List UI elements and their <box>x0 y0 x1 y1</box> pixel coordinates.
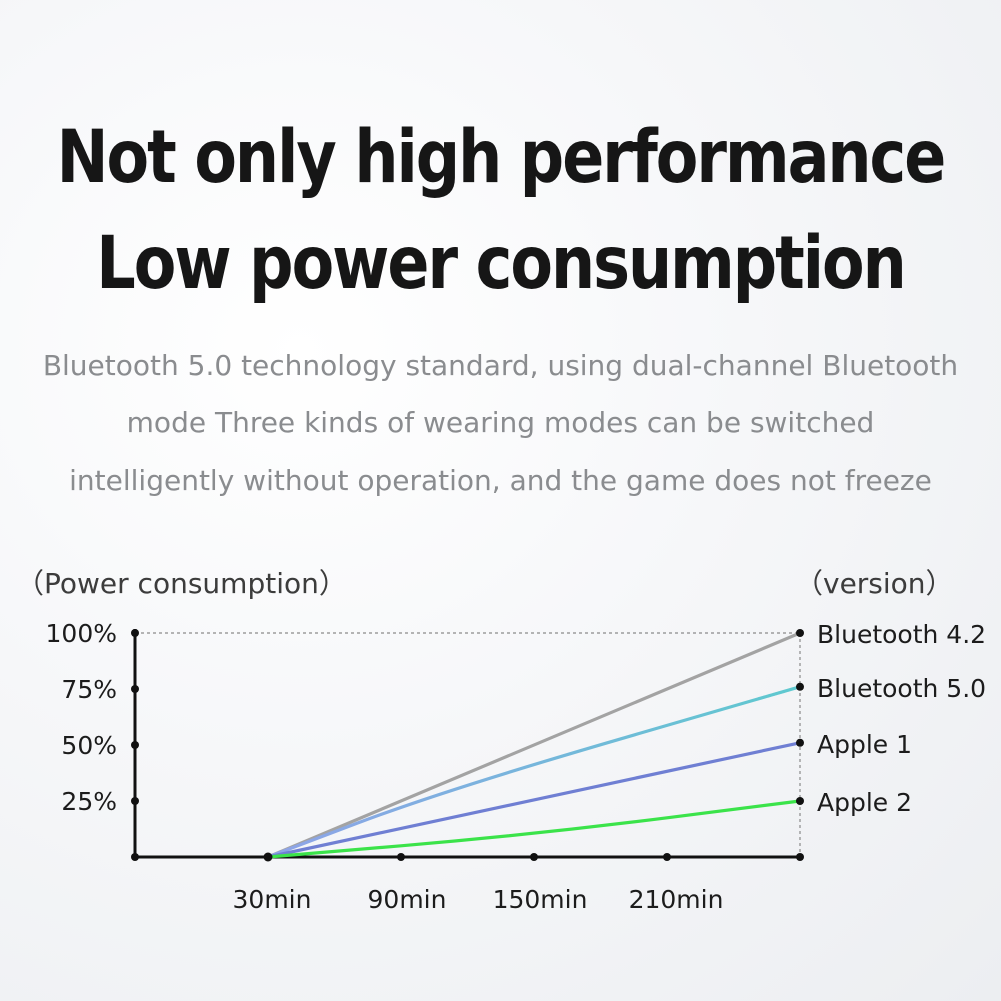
x-tick-label-210min: 210min <box>629 885 724 914</box>
legend-title: （version） <box>795 567 954 600</box>
series-end-dot-apple-1 <box>796 738 804 747</box>
x-tick-label-90min: 90min <box>368 885 447 914</box>
series-start-dot <box>263 852 273 862</box>
headline-line-2: Low power consumption <box>96 219 907 306</box>
x-tick-label-30min: 30min <box>233 885 312 914</box>
legend-label-apple-1: Apple 1 <box>817 730 912 759</box>
y-tick-dot-75 <box>131 685 139 693</box>
y-tick-dot-50 <box>131 741 139 749</box>
series-end-dot-bluetooth-5-0 <box>796 682 804 691</box>
description-line-2: mode Three kinds of wearing modes can be… <box>126 406 875 439</box>
y-axis-title: （Power consumption） <box>16 567 347 600</box>
x-tick-dot--30 <box>131 853 139 861</box>
legend-label-apple-2: Apple 2 <box>817 788 912 817</box>
series-line-bluetooth-4-2 <box>266 631 802 859</box>
series-end-dot-bluetooth-4-2 <box>796 629 804 637</box>
series-end-dot-apple-2 <box>796 797 804 805</box>
y-tick-dot-100 <box>131 629 139 637</box>
series-line-apple-2 <box>266 799 802 859</box>
x-tick-dot-90 <box>397 853 405 861</box>
x-tick-dot-210 <box>663 853 671 861</box>
description-line-1: Bluetooth 5.0 technology standard, using… <box>42 349 959 382</box>
legend-label-bluetooth-4-2: Bluetooth 4.2 <box>817 620 986 649</box>
series-line-bluetooth-5-0 <box>266 685 802 859</box>
x-tick-dot-270 <box>796 853 804 861</box>
headline-line-1: Not only high performance <box>56 113 947 200</box>
series-line-apple-1 <box>266 741 802 859</box>
y-tick-label-50: 50% <box>61 731 117 760</box>
x-tick-label-150min: 150min <box>493 885 588 914</box>
description-line-3: intelligently without operation, and the… <box>69 464 932 497</box>
y-tick-label-25: 25% <box>61 787 117 816</box>
y-tick-label-100: 100% <box>46 619 117 648</box>
x-tick-dot-150 <box>530 853 538 861</box>
y-tick-label-75: 75% <box>61 675 117 704</box>
y-tick-dot-25 <box>131 797 139 805</box>
legend-label-bluetooth-5-0: Bluetooth 5.0 <box>817 674 986 703</box>
